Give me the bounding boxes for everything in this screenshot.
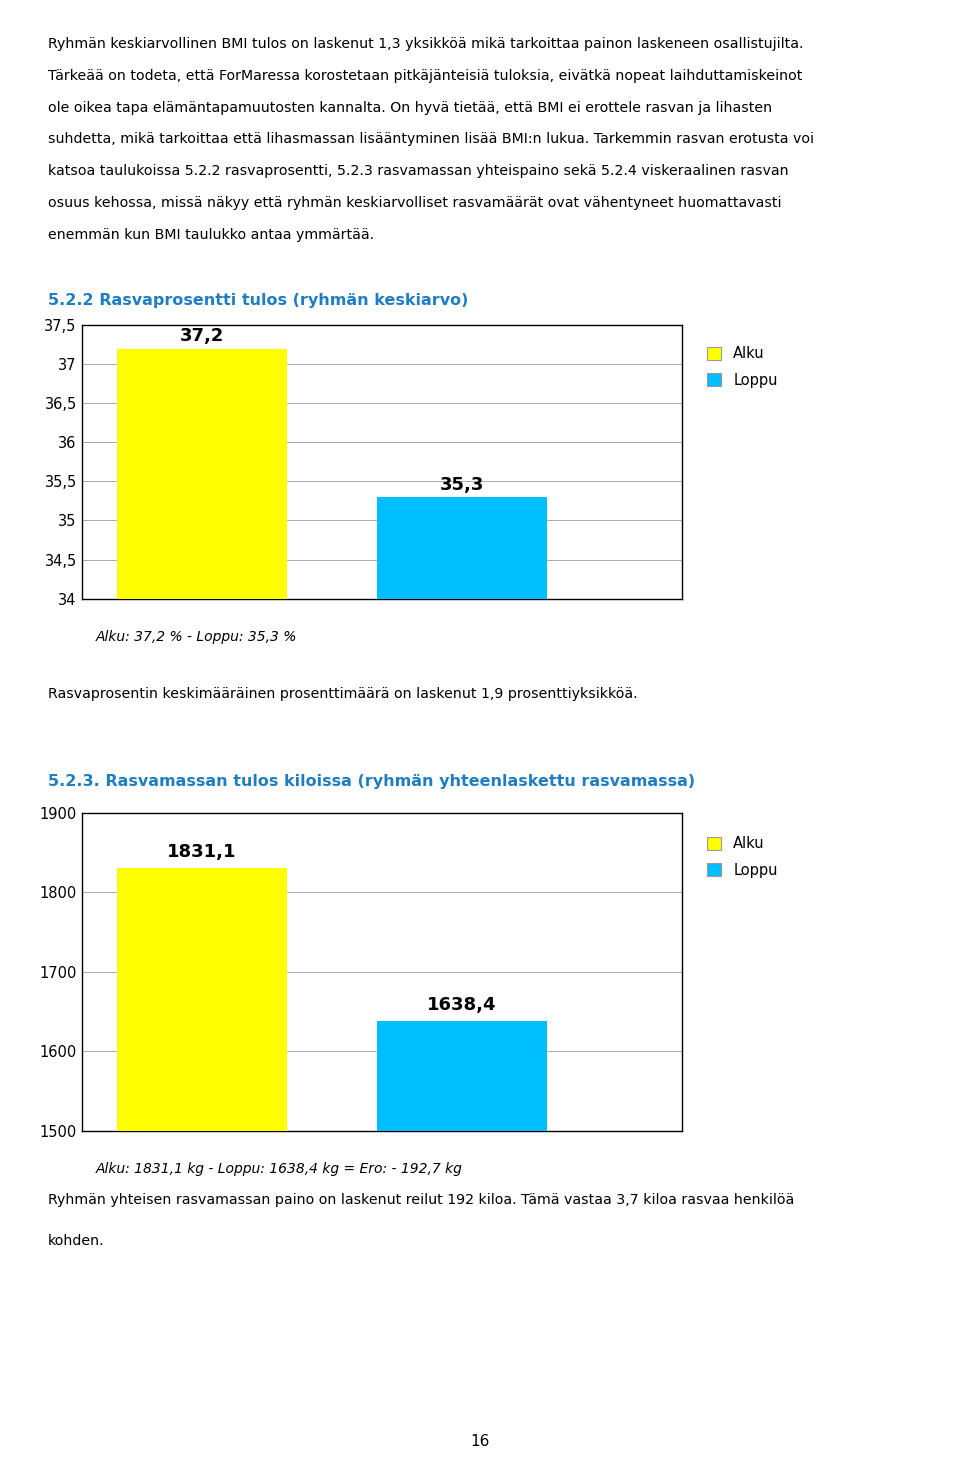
- Legend: Alku, Loppu: Alku, Loppu: [707, 346, 778, 387]
- Text: 1638,4: 1638,4: [427, 996, 496, 1014]
- Text: suhdetta, mikä tarkoittaa että lihasmassan lisääntyminen lisää BMI:n lukua. Tark: suhdetta, mikä tarkoittaa että lihasmass…: [48, 133, 814, 146]
- Bar: [116, 349, 287, 1478]
- Text: 16: 16: [470, 1434, 490, 1448]
- Bar: [376, 497, 546, 1478]
- Text: osuus kehossa, missä näkyy että ryhmän keskiarvolliset rasvamäärät ovat vähentyn: osuus kehossa, missä näkyy että ryhmän k…: [48, 197, 781, 210]
- Text: kohden.: kohden.: [48, 1234, 105, 1247]
- Text: Ryhmän keskiarvollinen BMI tulos on laskenut 1,3 yksikköä mikä tarkoittaa painon: Ryhmän keskiarvollinen BMI tulos on lask…: [48, 37, 804, 50]
- Text: Alku: 37,2 % - Loppu: 35,3 %: Alku: 37,2 % - Loppu: 35,3 %: [96, 630, 298, 644]
- Bar: [116, 868, 287, 1478]
- Text: 5.2.3. Rasvamassan tulos kiloissa (ryhmän yhteenlaskettu rasvamassa): 5.2.3. Rasvamassan tulos kiloissa (ryhmä…: [48, 774, 695, 789]
- Legend: Alku, Loppu: Alku, Loppu: [707, 837, 778, 878]
- Bar: [376, 1021, 546, 1478]
- Text: 1831,1: 1831,1: [167, 844, 236, 862]
- Text: Tärkeää on todeta, että ForMaressa korostetaan pitkäjänteisiä tuloksia, eivätkä : Tärkeää on todeta, että ForMaressa koros…: [48, 69, 803, 83]
- Text: Alku: 1831,1 kg - Loppu: 1638,4 kg = Ero: - 192,7 kg: Alku: 1831,1 kg - Loppu: 1638,4 kg = Ero…: [96, 1162, 463, 1176]
- Text: enemmän kun BMI taulukko antaa ymmärtää.: enemmän kun BMI taulukko antaa ymmärtää.: [48, 228, 374, 242]
- Text: katsoa taulukoissa 5.2.2 rasvaprosentti, 5.2.3 rasvamassan yhteispaino sekä 5.2.: katsoa taulukoissa 5.2.2 rasvaprosentti,…: [48, 164, 788, 179]
- Text: ole oikea tapa elämäntapamuutosten kannalta. On hyvä tietää, että BMI ei erottel: ole oikea tapa elämäntapamuutosten kanna…: [48, 101, 772, 115]
- Text: 5.2.2 Rasvaprosentti tulos (ryhmän keskiarvo): 5.2.2 Rasvaprosentti tulos (ryhmän keski…: [48, 293, 468, 307]
- Text: 35,3: 35,3: [440, 476, 484, 494]
- Text: 37,2: 37,2: [180, 328, 224, 346]
- Text: Ryhmän yhteisen rasvamassan paino on laskenut reilut 192 kiloa. Tämä vastaa 3,7 : Ryhmän yhteisen rasvamassan paino on las…: [48, 1193, 794, 1206]
- Text: Rasvaprosentin keskimääräinen prosenttimäärä on laskenut 1,9 prosenttiyksikköä.: Rasvaprosentin keskimääräinen prosenttim…: [48, 687, 637, 701]
